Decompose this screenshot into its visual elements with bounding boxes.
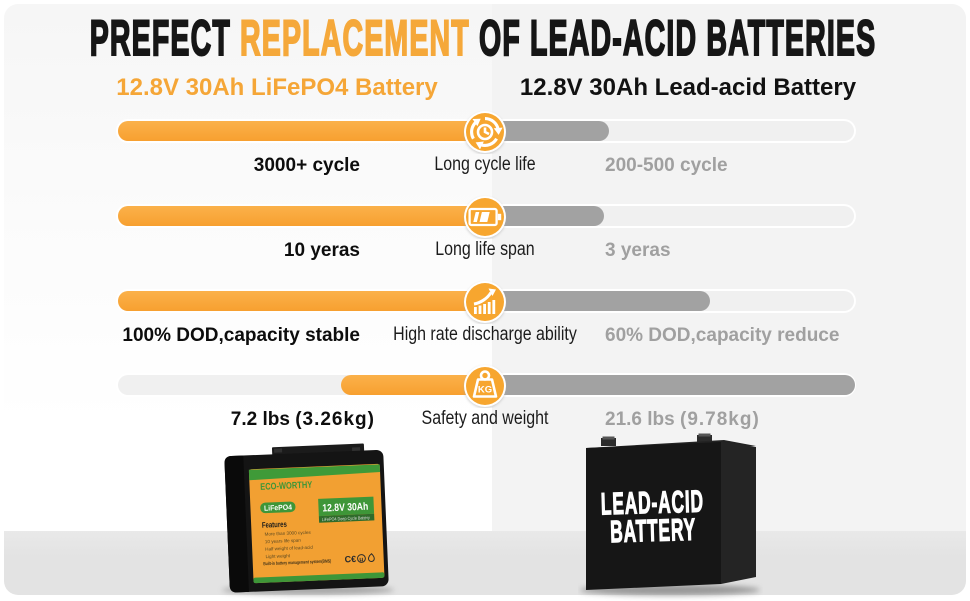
- svg-text:LiFePO4 Deep Cycle Battery: LiFePO4 Deep Cycle Battery: [322, 515, 371, 522]
- svg-text:ECO-WORTHY: ECO-WORTHY: [260, 480, 313, 493]
- svg-text:Half weight of lead-acid: Half weight of lead-acid: [265, 545, 313, 552]
- svg-text:Light weight: Light weight: [265, 553, 290, 559]
- svg-text:Features: Features: [262, 520, 288, 530]
- svg-text:More than 3000 cycles: More than 3000 cycles: [264, 530, 311, 537]
- svg-text:C€: C€: [344, 554, 356, 564]
- svg-text:LEAD-ACID: LEAD-ACID: [600, 484, 704, 521]
- svg-text:12.8V 30Ah: 12.8V 30Ah: [322, 501, 368, 515]
- svg-text:Built-in battery management sy: Built-in battery management system(BMS): [263, 558, 331, 566]
- svg-text:10 years life span: 10 years life span: [265, 538, 302, 545]
- svg-text:BATTERY: BATTERY: [610, 513, 697, 550]
- svg-text:KG: KG: [478, 385, 492, 396]
- svg-text:LiFePO4: LiFePO4: [264, 503, 293, 513]
- svg-text:u: u: [359, 556, 363, 563]
